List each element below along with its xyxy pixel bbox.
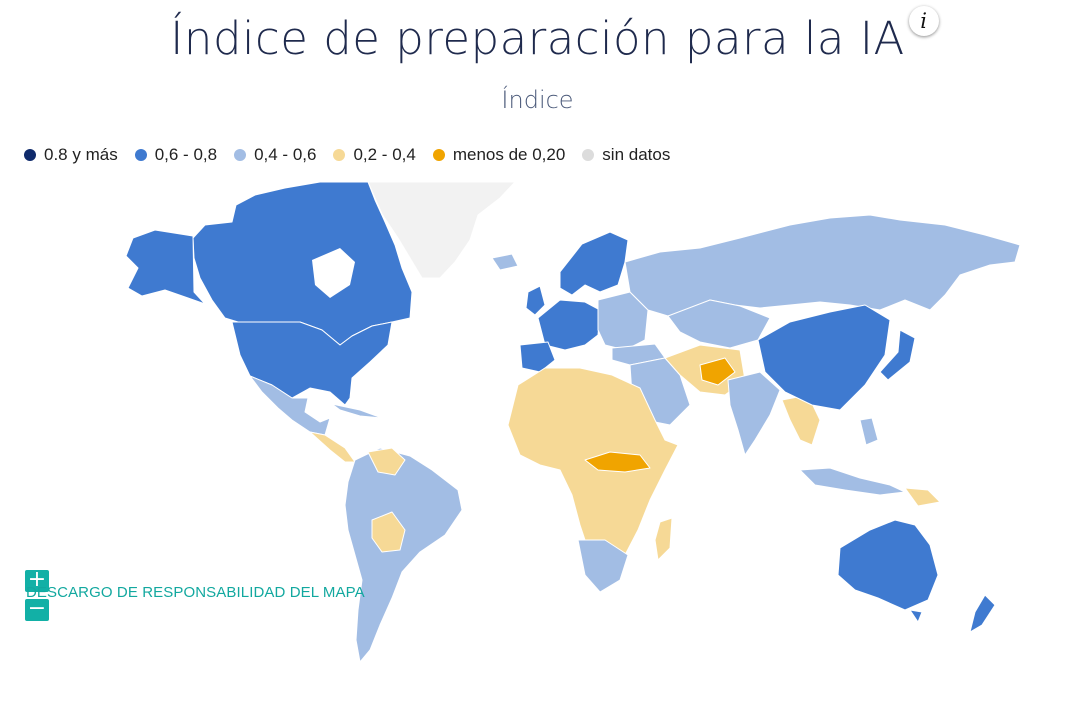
region-greenland[interactable] bbox=[367, 181, 516, 279]
page-title-text: Índice de preparación para la IA bbox=[170, 12, 905, 65]
region-africa[interactable] bbox=[507, 367, 679, 569]
region-alaska[interactable] bbox=[125, 229, 206, 305]
legend-label: menos de 0,20 bbox=[452, 145, 566, 164]
region-south-america[interactable] bbox=[344, 447, 463, 663]
region-china[interactable] bbox=[757, 304, 891, 411]
region-caribbean[interactable] bbox=[331, 403, 383, 419]
legend-dot-icon bbox=[582, 149, 595, 161]
map-disclaimer-link[interactable]: DESCARGO DE RESPONSABILIDAD DEL MAPA bbox=[26, 584, 365, 601]
region-bolivia[interactable] bbox=[371, 511, 406, 553]
region-central-america[interactable] bbox=[309, 431, 356, 463]
region-russia[interactable] bbox=[624, 214, 1021, 317]
region-afghanistan[interactable] bbox=[699, 357, 736, 386]
region-papua-new-guinea[interactable] bbox=[904, 487, 941, 507]
legend-label: 0,6 - 0,8 bbox=[154, 145, 218, 164]
region-tasmania[interactable] bbox=[909, 609, 923, 623]
zoom-out-button[interactable]: − bbox=[25, 598, 49, 621]
legend-item-06-08[interactable]: 0,6 - 0,8 bbox=[134, 145, 218, 165]
region-mexico[interactable] bbox=[249, 375, 331, 436]
region-united-states[interactable] bbox=[231, 321, 393, 406]
legend: 0.8 y más 0,6 - 0,8 0,4 - 0,6 0,2 - 0,4 … bbox=[24, 145, 687, 165]
legend-label: 0,4 - 0,6 bbox=[254, 145, 317, 164]
page-title: Índice de preparación para la IA i bbox=[170, 6, 939, 65]
region-japan[interactable] bbox=[879, 329, 916, 381]
legend-item-08-plus[interactable]: 0.8 y más bbox=[24, 145, 118, 165]
region-southern-africa[interactable] bbox=[577, 539, 629, 593]
info-icon[interactable]: i bbox=[908, 6, 939, 36]
legend-dot-icon bbox=[432, 149, 445, 161]
region-indonesia[interactable] bbox=[799, 467, 906, 496]
legend-item-below-02[interactable]: menos de 0,20 bbox=[432, 145, 566, 165]
legend-label: sin datos bbox=[602, 145, 671, 164]
legend-label: 0.8 y más bbox=[44, 145, 118, 164]
legend-dot-icon bbox=[24, 149, 36, 161]
region-venezuela[interactable] bbox=[367, 447, 406, 476]
region-new-zealand[interactable] bbox=[969, 594, 996, 633]
legend-item-no-data[interactable]: sin datos bbox=[582, 145, 670, 165]
region-central-africa[interactable] bbox=[584, 451, 651, 473]
region-philippines[interactable] bbox=[859, 417, 879, 446]
legend-label: 0,2 - 0,4 bbox=[353, 145, 416, 164]
title-container: Índice de preparación para la IA i bbox=[0, 6, 1075, 65]
region-india[interactable] bbox=[727, 371, 781, 456]
region-madagascar[interactable] bbox=[654, 517, 673, 561]
world-map[interactable] bbox=[0, 178, 1075, 678]
region-australia[interactable] bbox=[837, 519, 939, 611]
region-western-europe[interactable] bbox=[537, 299, 601, 351]
map-subtitle: Índice bbox=[501, 86, 574, 114]
zoom-in-button[interactable]: + bbox=[25, 569, 49, 592]
legend-item-04-06[interactable]: 0,4 - 0,6 bbox=[234, 145, 316, 165]
region-canada[interactable] bbox=[192, 181, 413, 346]
legend-dot-icon bbox=[234, 149, 247, 161]
region-iceland[interactable] bbox=[491, 253, 519, 271]
legend-dot-icon bbox=[134, 149, 147, 161]
legend-dot-icon bbox=[333, 149, 346, 161]
region-iberia[interactable] bbox=[519, 341, 556, 373]
region-scandinavia[interactable] bbox=[559, 231, 629, 296]
legend-item-02-04[interactable]: 0,2 - 0,4 bbox=[333, 145, 416, 165]
region-uk[interactable] bbox=[525, 285, 546, 316]
region-hudson-bay bbox=[312, 248, 355, 298]
